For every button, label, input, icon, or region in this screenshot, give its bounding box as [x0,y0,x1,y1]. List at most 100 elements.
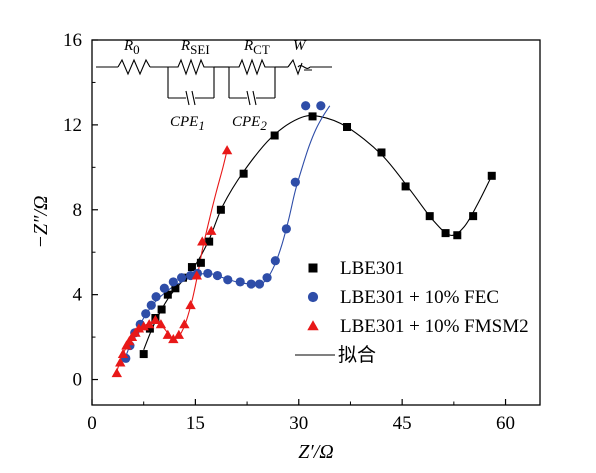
circuit-label-rsei-sub: SEI [190,42,210,57]
circuit-warburg-element [287,58,312,76]
circuit-rsei-resistor [168,58,214,76]
point-triangle [117,348,129,358]
point-circle [235,277,245,287]
point-circle [212,270,223,281]
point-triangle [162,329,174,339]
legend-marker-square [308,263,318,273]
plot-area-border [91,39,541,406]
point-triangle [206,225,217,235]
circuit-cpe1-plate-b [191,90,196,106]
circuit-cpe2-plate-a [246,90,251,106]
x-axis-title: Z′/Ω [298,441,334,463]
point-circle [203,268,213,279]
legend: LBE301 LBE301 + 10% FEC LBE301 + 10% FMSM2… [295,258,529,366]
circuit-label-cpe1: CPE1 [170,114,205,133]
x-axis-ticks: 0 15 30 45 60 [87,399,515,434]
point-triangle [111,367,123,378]
series-triangle [111,145,233,378]
point-square [425,212,434,221]
fit-line-square [143,114,493,351]
point-square [196,258,205,267]
legend-label-circle: LBE301 + 10% FEC [340,287,499,308]
point-circle [223,275,233,285]
circuit-label-rct-main: R [243,38,253,54]
point-triangle [150,314,161,325]
circuit-label-w: W [293,38,307,54]
point-circle [281,224,291,234]
point-square [205,237,214,246]
circuit-label-r0: R0 [123,38,140,57]
y-tick-label-8: 8 [73,200,83,221]
circuit-label-rsei-main: R [180,38,190,54]
point-triangle [155,319,167,329]
point-square [139,350,148,359]
circuit-rct-resistor [229,58,275,76]
legend-label-fit: 拟合 [338,344,376,366]
plot-frame [91,39,541,406]
circuit-label-cpe1-sub: 1 [198,118,205,133]
point-circle [168,277,178,287]
legend-label-triangle: LBE301 + 10% FMSM2 [340,316,529,337]
point-square [308,112,317,121]
y-axis-ticks: 0 4 8 12 16 [63,30,98,391]
circuit-label-cpe1-main: CPE [170,114,198,130]
x-tick-label-0: 0 [87,413,97,434]
point-circle [316,101,326,111]
y-axis-title: −Z″/Ω [30,196,52,249]
data-markers [111,101,496,378]
point-circle [254,279,265,289]
x-tick-label-60: 60 [496,413,515,434]
circuit-label-cpe2-sub: 2 [260,118,267,133]
circuit-labels: R0 RSEI RCT W CPE1 CPE2 [123,38,307,133]
y-tick-label-16: 16 [63,30,82,51]
point-square [487,171,496,180]
point-square [216,205,225,214]
point-square [187,263,196,272]
point-triangle [168,334,179,344]
circuit-label-rct-sub: CT [253,42,270,57]
point-square [171,284,180,293]
point-square [270,131,279,140]
y-tick-label-0: 0 [73,370,83,391]
point-square [401,182,410,191]
y-tick-label-12: 12 [63,115,82,136]
point-square [453,231,462,240]
point-triangle [144,319,155,329]
point-circle [146,300,156,310]
legend-label-square: LBE301 [340,258,404,279]
point-circle [270,256,280,266]
point-square [239,169,248,178]
point-circle [141,309,151,319]
point-circle [262,273,272,283]
circuit-label-cpe2-main: CPE [232,114,260,130]
point-circle [159,283,169,293]
point-square [343,123,352,132]
point-square [469,212,478,221]
point-circle [177,273,187,283]
circuit-r0-resistor [117,58,151,76]
point-triangle [173,329,185,339]
circuit-label-rct: RCT [243,38,270,57]
circuit-cpe2-plate-b [252,90,257,106]
point-square [163,290,172,299]
point-square [145,324,154,333]
circuit-label-cpe2: CPE2 [232,114,267,133]
x-tick-label-45: 45 [393,413,412,434]
point-triangle [185,300,196,310]
x-tick-label-15: 15 [186,413,205,434]
circuit-label-r0-sub: 0 [133,42,140,57]
equivalent-circuit [96,58,332,106]
point-circle [151,292,161,302]
point-triangle [197,236,208,246]
point-circle [301,101,311,111]
point-triangle [191,270,202,280]
point-square [377,148,386,157]
circuit-cpe1-plate-a [185,90,190,106]
point-triangle [115,357,126,367]
x-tick-label-30: 30 [289,413,308,434]
legend-marker-triangle [307,320,319,331]
y-tick-label-4: 4 [73,285,83,306]
legend-marker-circle [307,291,319,303]
point-square [157,305,166,314]
